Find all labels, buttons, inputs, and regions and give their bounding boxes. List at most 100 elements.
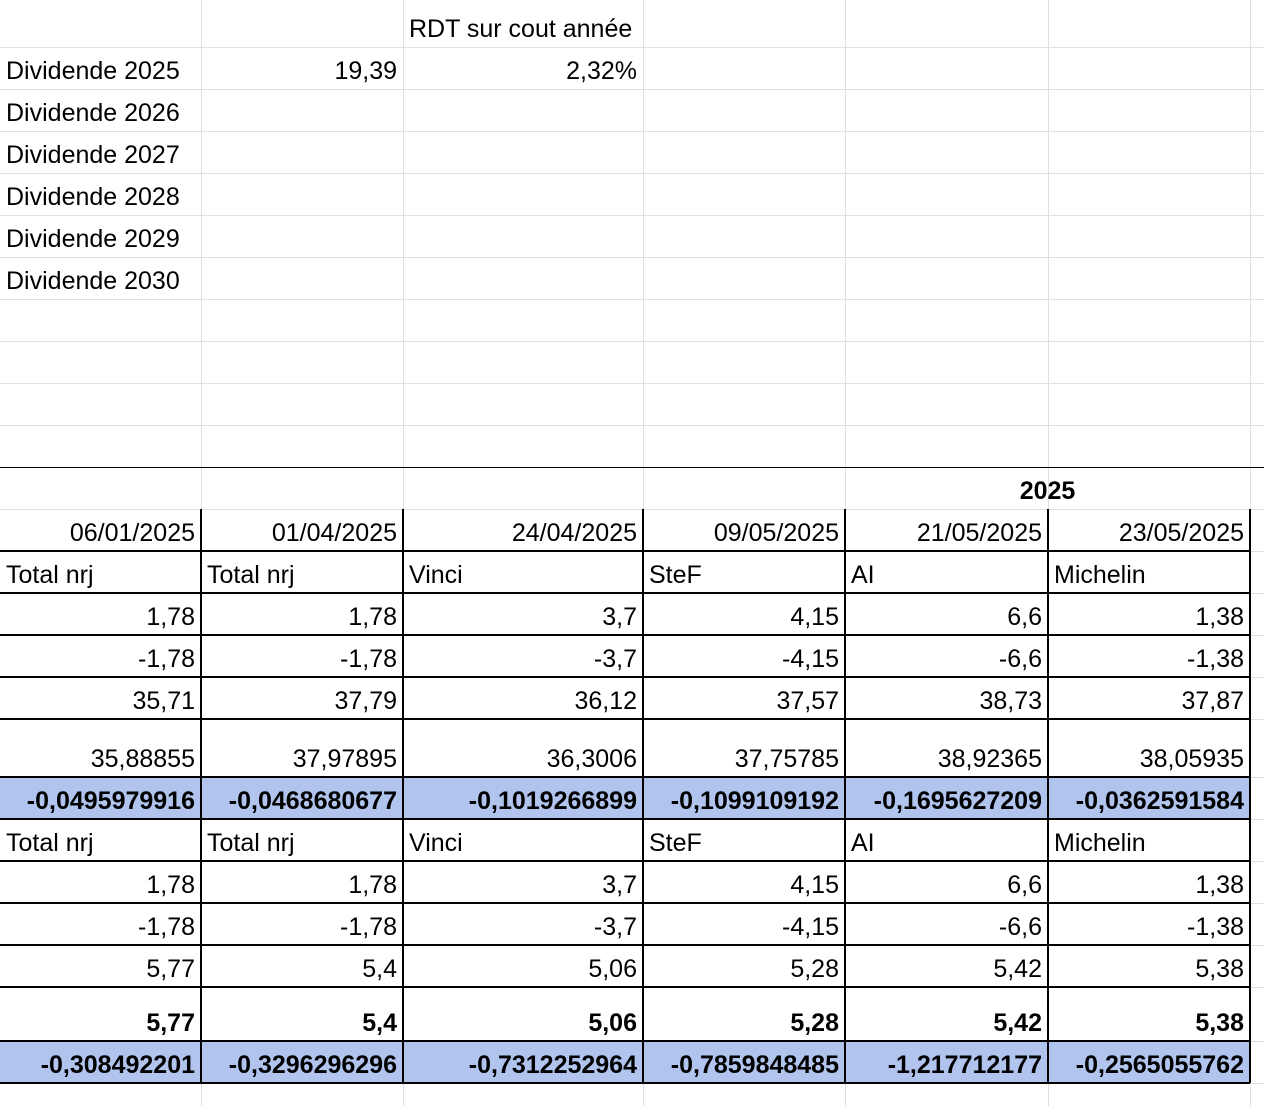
- date-cell[interactable]: 01/04/2025: [271, 519, 397, 547]
- result-cell[interactable]: -0,308492201: [0, 1041, 201, 1083]
- dividend-rdt-cell[interactable]: [403, 131, 643, 173]
- value-cell[interactable]: 1,78: [146, 871, 195, 899]
- dividend-amount-cell[interactable]: [201, 89, 403, 131]
- dividend-amount-cell[interactable]: [201, 173, 403, 215]
- value-cell[interactable]: -1,78: [340, 645, 397, 673]
- result-cell[interactable]: -0,1019266899: [403, 777, 643, 819]
- stock-name-cell[interactable]: SteF: [649, 829, 702, 857]
- stock-name-cell[interactable]: SteF: [649, 561, 702, 589]
- value-cell[interactable]: -3,7: [593, 913, 637, 941]
- dividend-rdt-cell[interactable]: [403, 215, 643, 257]
- value-cell[interactable]: 35,88855: [90, 745, 195, 773]
- result-cell[interactable]: -0,7859848485: [643, 1041, 845, 1083]
- value-cell[interactable]: 4,15: [790, 871, 839, 899]
- result-cell[interactable]: -0,0362591584: [1048, 777, 1250, 819]
- value-cell[interactable]: 35,71: [132, 687, 195, 715]
- value-cell[interactable]: -3,7: [593, 645, 637, 673]
- value-cell[interactable]: 5,42: [993, 955, 1042, 983]
- dividend-rdt-cell[interactable]: [403, 89, 643, 131]
- value-cell[interactable]: 1,78: [146, 603, 195, 631]
- value-cell[interactable]: 6,6: [1007, 603, 1042, 631]
- cell-border: [0, 592, 1250, 594]
- value-cell[interactable]: 6,6: [1007, 871, 1042, 899]
- value-cell[interactable]: -1,78: [138, 645, 195, 673]
- value-cell[interactable]: 5,28: [790, 1009, 839, 1037]
- value-cell[interactable]: -6,6: [998, 645, 1042, 673]
- stock-name-cell[interactable]: Total nrj: [6, 829, 94, 857]
- dividend-rdt-cell[interactable]: [403, 173, 643, 215]
- date-cell[interactable]: 21/05/2025: [916, 519, 1042, 547]
- stock-name-cell[interactable]: AI: [851, 561, 875, 589]
- value-cell[interactable]: 38,05935: [1139, 745, 1244, 773]
- value-cell[interactable]: 5,28: [790, 955, 839, 983]
- dividend-label-cell[interactable]: Dividende 2030: [6, 267, 180, 295]
- value-cell[interactable]: 37,79: [334, 687, 397, 715]
- dividend-amount-cell[interactable]: [201, 257, 403, 299]
- dividend-label-cell[interactable]: Dividende 2025: [6, 57, 180, 85]
- stock-name-cell[interactable]: Total nrj: [207, 829, 295, 857]
- value-cell[interactable]: 36,12: [574, 687, 637, 715]
- value-cell[interactable]: 5,42: [993, 1009, 1042, 1037]
- result-cell[interactable]: -0,1695627209: [845, 777, 1048, 819]
- value-cell[interactable]: 38,92365: [937, 745, 1042, 773]
- stock-name-cell[interactable]: Michelin: [1054, 829, 1146, 857]
- result-cell[interactable]: -0,1099109192: [643, 777, 845, 819]
- result-cell[interactable]: -0,0495979916: [0, 777, 201, 819]
- stock-name-cell[interactable]: AI: [851, 829, 875, 857]
- result-cell[interactable]: -0,0468680677: [201, 777, 403, 819]
- stock-name-cell[interactable]: Total nrj: [207, 561, 295, 589]
- value-cell[interactable]: 37,87: [1181, 687, 1244, 715]
- value-cell[interactable]: -1,38: [1187, 913, 1244, 941]
- value-cell[interactable]: 3,7: [602, 603, 637, 631]
- date-cell[interactable]: 23/05/2025: [1118, 519, 1244, 547]
- dividend-rdt-cell[interactable]: [403, 257, 643, 299]
- value-cell[interactable]: 36,3006: [546, 745, 637, 773]
- value-cell[interactable]: -1,38: [1187, 645, 1244, 673]
- stock-name-cell[interactable]: Michelin: [1054, 561, 1146, 589]
- value-cell[interactable]: 1,78: [348, 871, 397, 899]
- value-cell[interactable]: 4,15: [790, 603, 839, 631]
- value-cell[interactable]: 38,73: [979, 687, 1042, 715]
- value-cell[interactable]: -4,15: [782, 913, 839, 941]
- dividend-rdt-cell[interactable]: 2,32%: [566, 57, 637, 85]
- value-cell[interactable]: -4,15: [782, 645, 839, 673]
- dividend-amount-cell[interactable]: [201, 215, 403, 257]
- stock-name-cell[interactable]: Vinci: [409, 561, 463, 589]
- dividend-amount-cell[interactable]: [201, 131, 403, 173]
- value-cell[interactable]: 3,7: [602, 871, 637, 899]
- stock-name-cell[interactable]: Vinci: [409, 829, 463, 857]
- value-cell[interactable]: 37,75785: [734, 745, 839, 773]
- value-cell[interactable]: 1,38: [1195, 871, 1244, 899]
- value-cell[interactable]: 5,38: [1195, 955, 1244, 983]
- dividend-label-cell[interactable]: Dividende 2029: [6, 225, 180, 253]
- result-cell[interactable]: -0,2565055762: [1048, 1041, 1250, 1083]
- dividend-label-cell[interactable]: Dividende 2026: [6, 99, 180, 127]
- value-cell[interactable]: 5,06: [588, 1009, 637, 1037]
- dividend-label-cell[interactable]: Dividende 2028: [6, 183, 180, 211]
- year-header-cell[interactable]: 2025: [1019, 477, 1076, 505]
- value-cell[interactable]: 5,4: [362, 1009, 397, 1037]
- rdt-header-cell[interactable]: RDT sur cout année: [409, 15, 633, 43]
- value-cell[interactable]: 5,06: [588, 955, 637, 983]
- cell-border: [1047, 509, 1049, 1083]
- result-cell[interactable]: -1,217712177: [845, 1041, 1048, 1083]
- result-cell[interactable]: -0,7312252964: [403, 1041, 643, 1083]
- date-cell[interactable]: 06/01/2025: [69, 519, 195, 547]
- value-cell[interactable]: 1,38: [1195, 603, 1244, 631]
- date-cell[interactable]: 24/04/2025: [511, 519, 637, 547]
- value-cell[interactable]: 5,77: [146, 1009, 195, 1037]
- value-cell[interactable]: 5,4: [362, 955, 397, 983]
- date-cell[interactable]: 09/05/2025: [713, 519, 839, 547]
- value-cell[interactable]: 1,78: [348, 603, 397, 631]
- value-cell[interactable]: -6,6: [998, 913, 1042, 941]
- result-cell[interactable]: -0,3296296296: [201, 1041, 403, 1083]
- value-cell[interactable]: 37,97895: [292, 745, 397, 773]
- stock-name-cell[interactable]: Total nrj: [6, 561, 94, 589]
- value-cell[interactable]: -1,78: [138, 913, 195, 941]
- value-cell[interactable]: 5,38: [1195, 1009, 1244, 1037]
- dividend-label-cell[interactable]: Dividende 2027: [6, 141, 180, 169]
- value-cell[interactable]: 37,57: [776, 687, 839, 715]
- dividend-amount-cell[interactable]: 19,39: [334, 57, 397, 85]
- value-cell[interactable]: -1,78: [340, 913, 397, 941]
- value-cell[interactable]: 5,77: [146, 955, 195, 983]
